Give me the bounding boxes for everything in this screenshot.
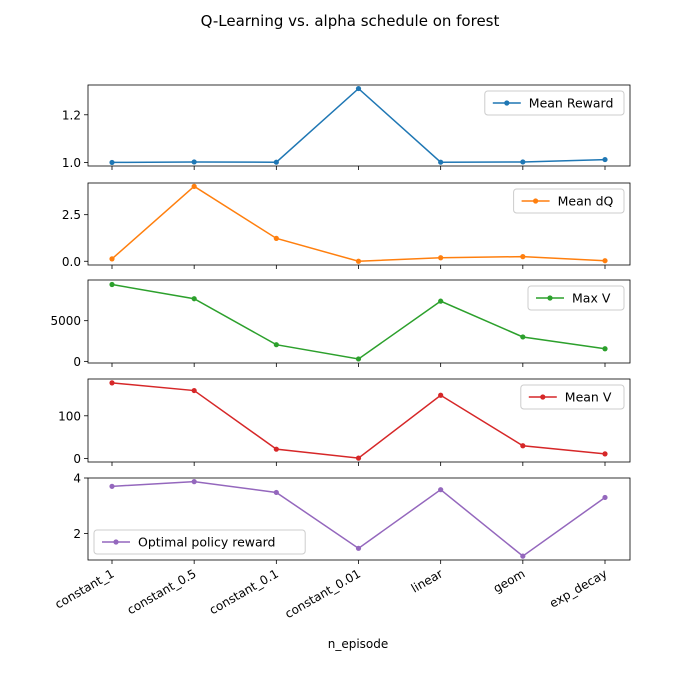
panel-optimal-policy-reward: 2 4 Optimal policy reward: [73, 472, 631, 564]
legend-marker: [540, 394, 546, 400]
axes-frame: [87, 378, 631, 463]
data-point-mean-v: [520, 443, 526, 449]
y-tick-label: 1.2: [62, 108, 81, 122]
data-point-mean-dq: [438, 255, 444, 261]
y-tick-label: 5000: [50, 314, 81, 328]
data-point-max-v: [602, 346, 608, 352]
legend-marker: [113, 539, 119, 545]
y-tick-label: 2: [73, 527, 81, 541]
legend: Optimal policy reward: [93, 529, 306, 555]
data-point-mean-reward: [355, 85, 362, 92]
data-point-mean-v: [438, 392, 444, 398]
data-point-mean-reward: [438, 159, 444, 165]
data-point-optimal-policy-reward: [109, 483, 115, 489]
y-tick-label: 0.0: [62, 255, 81, 269]
y-tick-label: 2.5: [62, 208, 81, 222]
panel-mean-dq: 0.0 2.5 Mean dQ: [62, 182, 631, 269]
data-point-optimal-policy-reward: [273, 489, 279, 496]
legend-marker: [547, 295, 553, 301]
data-point-mean-v: [355, 455, 362, 461]
data-point-max-v: [520, 334, 526, 340]
data-point-optimal-policy-reward: [438, 487, 444, 493]
legend-label: Mean dQ: [558, 194, 614, 209]
legend-box: [520, 384, 625, 410]
data-point-mean-reward: [602, 156, 608, 163]
legend: Mean Reward: [484, 90, 625, 116]
legend-label: Optimal policy reward: [138, 535, 276, 550]
data-point-mean-reward: [273, 159, 279, 165]
legend-label: Mean V: [565, 390, 612, 405]
legend: Mean dQ: [513, 188, 625, 214]
panel-mean-reward: 1.0 1.2 Mean Reward: [62, 84, 631, 170]
data-point-mean-dq: [109, 256, 115, 262]
data-point-mean-reward: [109, 159, 115, 166]
chart-title: Q-Learning vs. alpha schedule on forest: [201, 12, 500, 30]
legend: Max V: [527, 285, 625, 311]
y-tick-label: 1.0: [62, 156, 81, 170]
data-point-optimal-policy-reward: [520, 553, 526, 559]
data-point-mean-reward: [520, 159, 526, 165]
data-point-optimal-policy-reward: [602, 494, 608, 501]
data-point-mean-v: [109, 380, 115, 386]
panel-max-v: 0 5000 Max V: [50, 279, 631, 369]
data-point-mean-dq: [602, 258, 608, 264]
y-tick-label: 0: [73, 452, 81, 466]
legend-marker: [533, 198, 539, 204]
data-point-mean-reward: [191, 159, 197, 165]
data-point-mean-v: [273, 446, 279, 452]
data-point-optimal-policy-reward: [191, 479, 197, 485]
data-point-max-v: [273, 342, 279, 348]
legend-marker: [504, 100, 510, 106]
data-point-optimal-policy-reward: [355, 545, 362, 551]
data-point-mean-dq: [355, 258, 362, 264]
data-point-mean-v: [191, 387, 197, 394]
legend-box: [484, 90, 625, 116]
data-point-mean-dq: [191, 183, 197, 189]
axes-frame: [87, 182, 631, 266]
axes-frame: [87, 477, 631, 561]
legend-box: [93, 529, 306, 555]
panels: 1.0 1.2 Mean Reward 0.0 2.5 Mean dQ 0 5000 Max V…: [50, 84, 631, 564]
axes-frame: [87, 279, 631, 364]
axes-frame: [87, 84, 631, 167]
data-point-max-v: [191, 296, 197, 302]
legend-box: [527, 285, 625, 311]
data-point-max-v: [355, 356, 362, 362]
data-point-mean-dq: [520, 254, 526, 260]
y-tick-label: 0: [73, 355, 81, 369]
data-point-max-v: [109, 281, 115, 288]
panel-mean-v: 0 100 Mean V: [58, 378, 631, 466]
x-axis-label: n_episode: [328, 637, 389, 651]
y-tick-label: 100: [58, 409, 81, 423]
data-point-mean-dq: [273, 235, 279, 241]
legend-box: [513, 188, 625, 214]
legend-label: Max V: [572, 291, 611, 306]
y-tick-label: 4: [73, 472, 81, 486]
data-point-mean-v: [602, 451, 608, 457]
data-point-max-v: [438, 298, 444, 304]
legend: Mean V: [520, 384, 625, 410]
legend-label: Mean Reward: [529, 96, 614, 111]
